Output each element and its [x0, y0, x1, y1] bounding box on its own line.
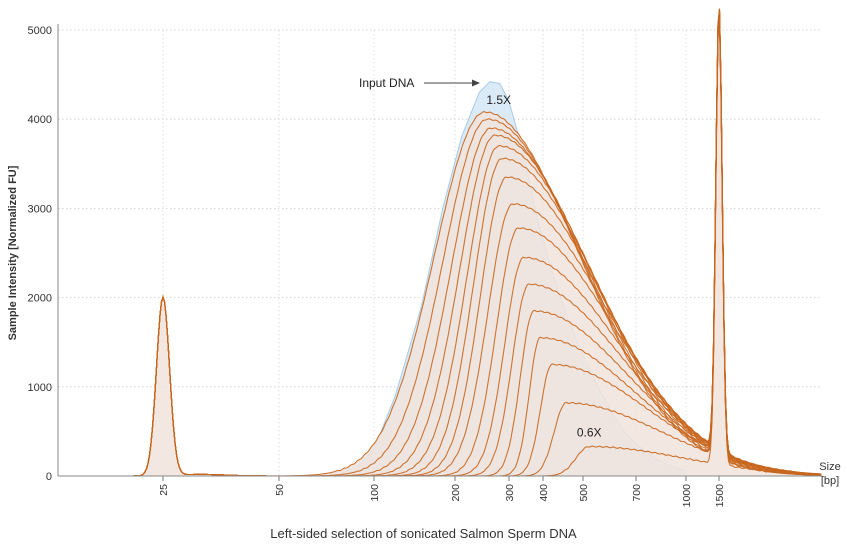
arrow-head-icon	[472, 79, 480, 87]
y-tick-label: 4000	[28, 114, 52, 126]
grid	[58, 29, 822, 476]
x-tick-label: 400	[538, 484, 550, 502]
x-tick-label: 700	[631, 484, 643, 502]
y-tick-label: 2000	[28, 293, 52, 305]
y-tick-label: 1000	[28, 382, 52, 394]
x-tick-label: 1000	[681, 484, 693, 508]
y-tick-label: 3000	[28, 203, 52, 215]
input-dna-label: Input DNA	[359, 76, 414, 90]
x-tick-label: 100	[369, 484, 381, 502]
y-tick-label: 0	[46, 471, 52, 483]
x-tick-label: 1500	[714, 484, 726, 508]
x-axis-title: Size	[819, 461, 840, 473]
x-tick-label: 300	[504, 484, 516, 502]
x-tick-label: 25	[158, 484, 170, 496]
x-tick-label: 500	[578, 484, 590, 502]
x-tick-label: 50	[274, 484, 286, 496]
sample-fill-layer	[58, 18, 822, 476]
ratio-label-low: 0.6X	[577, 426, 602, 440]
sample-area-fill	[58, 18, 822, 476]
x-axis-title: [bp]	[821, 475, 839, 487]
ratio-label-high: 1.5X	[486, 93, 511, 107]
y-axis-title: Sample Intensity [Normalized FU]	[7, 165, 19, 340]
y-tick-label: 5000	[28, 25, 52, 37]
chart-caption: Left-sided selection of sonicated Salmon…	[270, 526, 577, 541]
x-tick-label: 200	[450, 484, 462, 502]
annotations: Input DNA 1.5X 0.6X	[359, 76, 602, 440]
